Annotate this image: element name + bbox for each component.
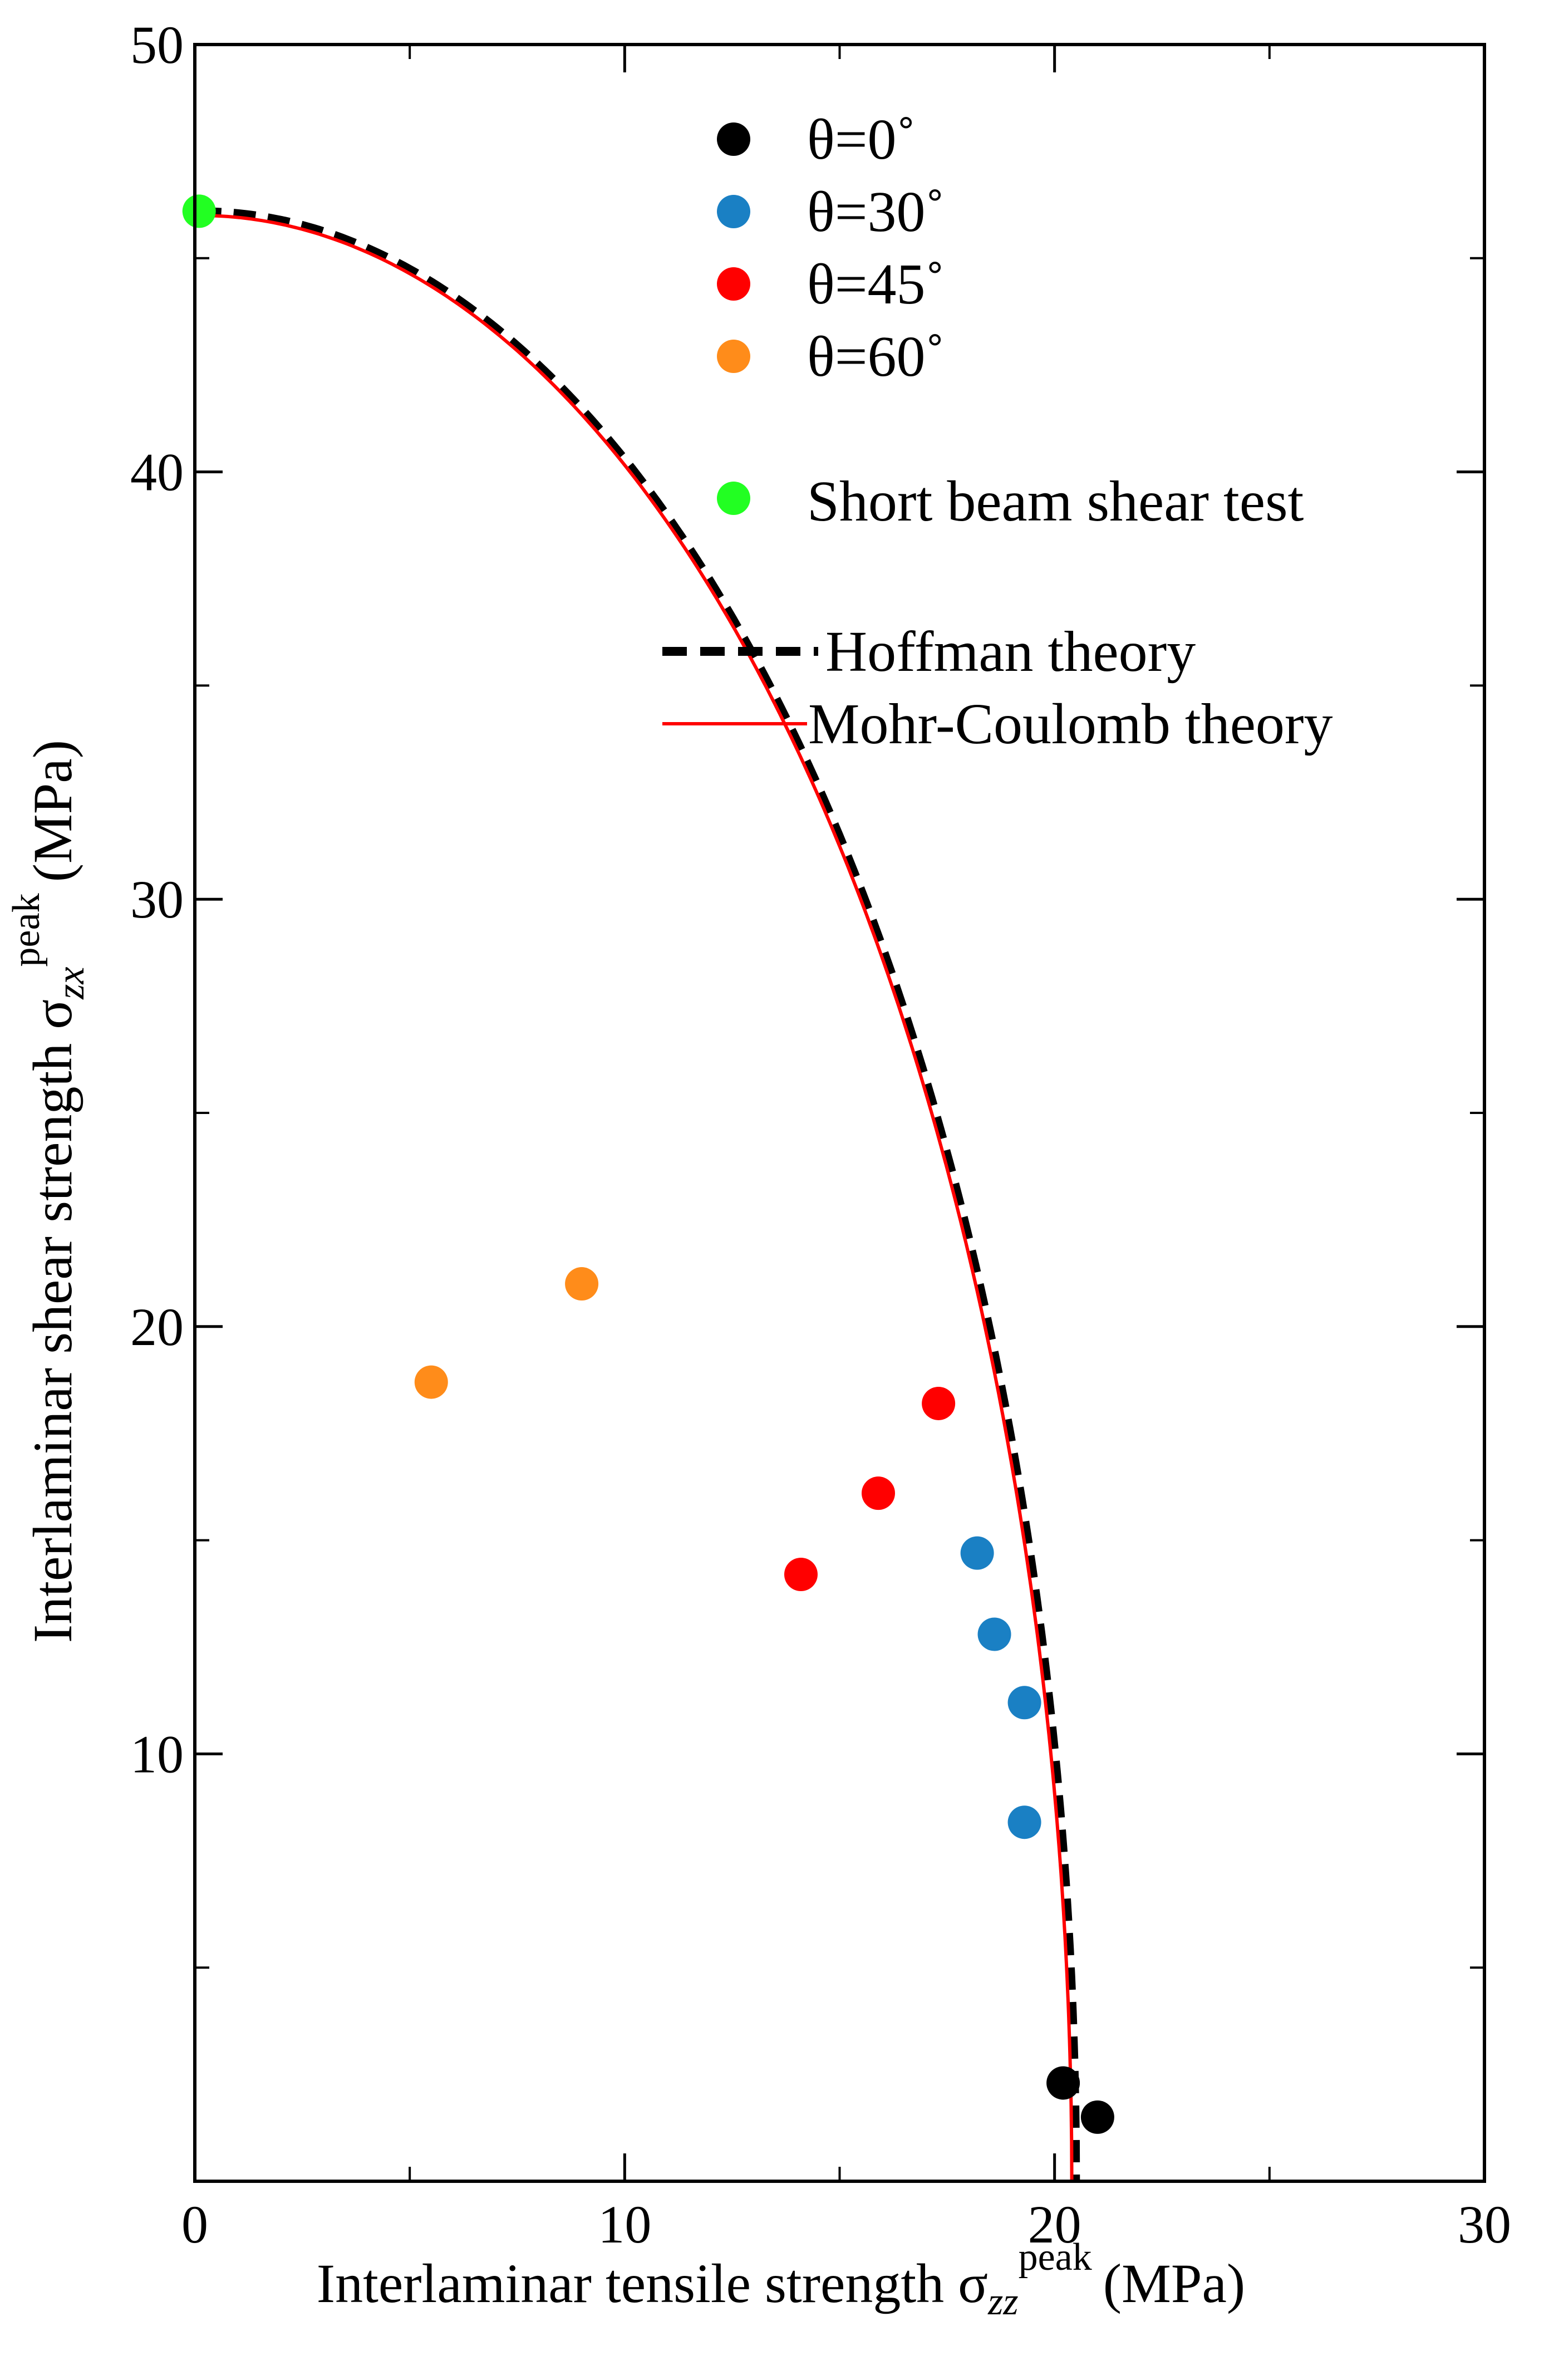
x-axis-title-sub: zz	[987, 2280, 1018, 2323]
data-point-series-1	[1007, 1686, 1041, 1720]
y-tick-label: 10	[130, 1724, 184, 1784]
legend-label-theta0: θ=0˚	[807, 107, 916, 171]
x-axis-title: Interlaminar tensile strength σzzpeak (MP…	[317, 2236, 1245, 2323]
legend-marker-theta0	[717, 122, 750, 156]
x-tick-label: 20	[1028, 2195, 1081, 2254]
y-tick-label: 40	[130, 443, 184, 502]
legend-label-mohr-coulomb: Mohr-Coulomb theory	[808, 692, 1333, 756]
legend-label-theta45: θ=45˚	[807, 252, 945, 316]
data-point-series-2	[784, 1558, 818, 1592]
data-point-series-0	[1080, 2100, 1114, 2134]
legend-marker-theta30	[717, 195, 750, 228]
legend-label-theta30: θ=30˚	[807, 180, 945, 244]
data-point-series-1	[1007, 1805, 1041, 1839]
data-point-series-3	[414, 1365, 448, 1399]
data-point-series-3	[565, 1267, 599, 1301]
y-tick-label: 20	[130, 1297, 184, 1357]
data-point-series-2	[862, 1476, 896, 1510]
y-tick-label: 30	[130, 870, 184, 929]
y-axis-title-sup: peak	[5, 893, 48, 966]
legend-label-hoffman: Hoffman theory	[825, 620, 1196, 684]
data-point-series-0	[1046, 2066, 1080, 2100]
y-axis-title-suffix: (MPa)	[22, 740, 83, 882]
legend-marker-theta45	[717, 267, 750, 301]
x-tick-label: 30	[1458, 2195, 1511, 2254]
data-point-series-1	[960, 1536, 994, 1570]
data-points	[182, 194, 1114, 2134]
y-axis-title-prefix: Interlaminar shear strength σ	[22, 999, 83, 1643]
data-point-series-2	[922, 1386, 956, 1420]
data-point-series-4	[182, 194, 216, 228]
mohr-coulomb-curve	[199, 214, 1074, 2182]
legend-label-short-beam: Short beam shear test	[807, 469, 1304, 533]
y-axis-title-sub: zx	[50, 967, 92, 1000]
y-axis-title: Interlaminar shear strength σzxpeak (MPa)	[5, 740, 92, 1643]
legend-marker-theta60	[717, 340, 750, 373]
x-tick-label: 0	[181, 2195, 208, 2254]
x-tick-labels: 0 10 20 30	[181, 2195, 1511, 2254]
x-axis-title-suffix: (MPa)	[1103, 2253, 1246, 2314]
x-axis-title-sup: peak	[1019, 2236, 1092, 2279]
y-tick-label: 50	[130, 15, 184, 75]
plot-frame	[193, 43, 1486, 2183]
fit-curves	[199, 207, 1080, 2182]
x-tick-label: 10	[598, 2195, 651, 2254]
legend-marker-short-beam	[717, 482, 750, 515]
hoffman-curve	[199, 207, 1080, 2182]
legend: θ=0˚ θ=30˚ θ=45˚ θ=60˚ Short beam shear …	[662, 107, 1333, 756]
data-point-series-1	[977, 1617, 1011, 1651]
y-tick-labels: 10 20 30 40 50	[130, 15, 184, 1784]
legend-label-theta60: θ=60˚	[807, 325, 945, 389]
x-axis-title-prefix: Interlaminar tensile strength σ	[317, 2253, 988, 2314]
